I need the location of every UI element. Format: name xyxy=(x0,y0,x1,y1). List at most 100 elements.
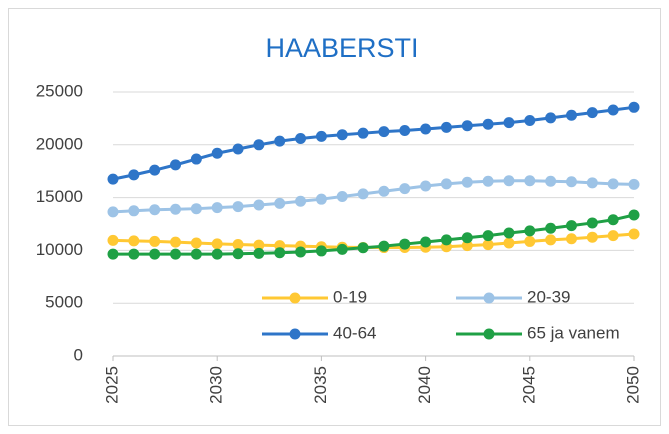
data-point xyxy=(482,230,494,242)
data-point xyxy=(545,112,557,124)
y-tick-label: 15000 xyxy=(36,187,83,206)
chart-border xyxy=(8,8,661,426)
data-point xyxy=(232,238,244,250)
data-point xyxy=(461,120,473,132)
data-point xyxy=(378,126,390,138)
data-point xyxy=(336,129,348,141)
data-point xyxy=(253,247,265,259)
data-point xyxy=(545,234,557,246)
data-point xyxy=(440,234,452,246)
data-point xyxy=(295,195,307,207)
data-point xyxy=(440,121,452,133)
data-point xyxy=(253,199,265,211)
legend-marker xyxy=(289,292,301,304)
data-point xyxy=(420,123,432,135)
data-point xyxy=(482,175,494,187)
data-point xyxy=(586,217,598,229)
data-point xyxy=(170,248,182,260)
y-tick-label: 25000 xyxy=(36,81,83,100)
data-point xyxy=(211,202,223,214)
data-point xyxy=(170,159,182,171)
data-point xyxy=(211,147,223,159)
data-point xyxy=(607,230,619,242)
data-point xyxy=(315,193,327,205)
data-point xyxy=(461,176,473,188)
data-point xyxy=(628,101,640,113)
data-point xyxy=(461,232,473,244)
data-point xyxy=(607,104,619,116)
legend-marker xyxy=(483,328,495,340)
data-point xyxy=(149,235,161,247)
x-tick-label: 2035 xyxy=(311,366,330,404)
data-point xyxy=(524,235,536,247)
data-point xyxy=(357,127,369,139)
legend-label: 65 ja vanem xyxy=(527,323,620,342)
data-point xyxy=(107,248,119,260)
x-tick-label: 2040 xyxy=(415,366,434,404)
data-point xyxy=(503,175,515,187)
data-point xyxy=(211,248,223,260)
y-tick-label: 5000 xyxy=(45,293,83,312)
data-point xyxy=(628,209,640,221)
data-point xyxy=(378,185,390,197)
data-point xyxy=(253,139,265,151)
data-point xyxy=(545,222,557,234)
data-point xyxy=(420,180,432,192)
data-point xyxy=(586,231,598,243)
y-tick-label: 0 xyxy=(74,345,83,364)
data-point xyxy=(170,236,182,248)
data-point xyxy=(628,178,640,190)
data-point xyxy=(107,234,119,246)
data-point xyxy=(565,220,577,232)
data-point xyxy=(149,248,161,260)
data-point xyxy=(315,130,327,142)
data-point xyxy=(440,178,452,190)
data-point xyxy=(461,240,473,252)
data-point xyxy=(503,237,515,249)
data-point xyxy=(399,125,411,137)
data-point xyxy=(482,239,494,251)
data-point xyxy=(565,176,577,188)
data-point xyxy=(128,169,140,181)
data-point xyxy=(399,183,411,195)
x-tick-label: 2030 xyxy=(207,366,226,404)
data-point xyxy=(190,203,202,215)
data-point xyxy=(524,175,536,187)
data-point xyxy=(128,235,140,247)
x-tick-label: 2050 xyxy=(623,366,642,404)
chart-title: HAABERSTI xyxy=(265,33,418,63)
legend-marker xyxy=(289,328,301,340)
legend-marker xyxy=(483,292,495,304)
data-point xyxy=(211,238,223,250)
data-point xyxy=(336,243,348,255)
data-point xyxy=(503,227,515,239)
data-point xyxy=(399,238,411,250)
legend-label: 0-19 xyxy=(333,287,367,306)
data-point xyxy=(565,233,577,245)
data-point xyxy=(128,205,140,217)
data-point xyxy=(357,242,369,254)
data-point xyxy=(482,118,494,130)
data-point xyxy=(232,143,244,155)
data-point xyxy=(149,204,161,216)
y-tick-label: 20000 xyxy=(36,134,83,153)
x-tick-label: 2045 xyxy=(519,366,538,404)
data-point xyxy=(315,245,327,257)
data-point xyxy=(190,153,202,165)
data-point xyxy=(607,214,619,226)
x-tick-label: 2025 xyxy=(102,366,121,404)
data-point xyxy=(107,206,119,218)
data-point xyxy=(378,240,390,252)
data-point xyxy=(524,115,536,127)
legend-label: 20-39 xyxy=(527,287,570,306)
data-point xyxy=(628,228,640,240)
data-point xyxy=(107,173,119,185)
data-point xyxy=(274,197,286,209)
data-point xyxy=(420,236,432,248)
data-point xyxy=(149,164,161,176)
data-point xyxy=(253,239,265,251)
legend-label: 40-64 xyxy=(333,323,376,342)
data-point xyxy=(295,132,307,144)
data-point xyxy=(607,178,619,190)
data-point xyxy=(357,188,369,200)
